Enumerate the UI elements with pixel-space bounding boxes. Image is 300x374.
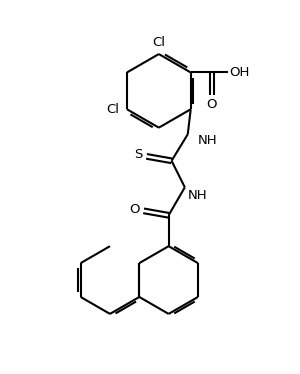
Text: O: O [129, 203, 140, 216]
Text: O: O [207, 98, 217, 111]
Text: NH: NH [188, 189, 207, 202]
Text: Cl: Cl [152, 36, 165, 49]
Text: S: S [134, 148, 142, 162]
Text: OH: OH [229, 66, 250, 79]
Text: NH: NH [198, 134, 218, 147]
Text: Cl: Cl [106, 103, 120, 116]
